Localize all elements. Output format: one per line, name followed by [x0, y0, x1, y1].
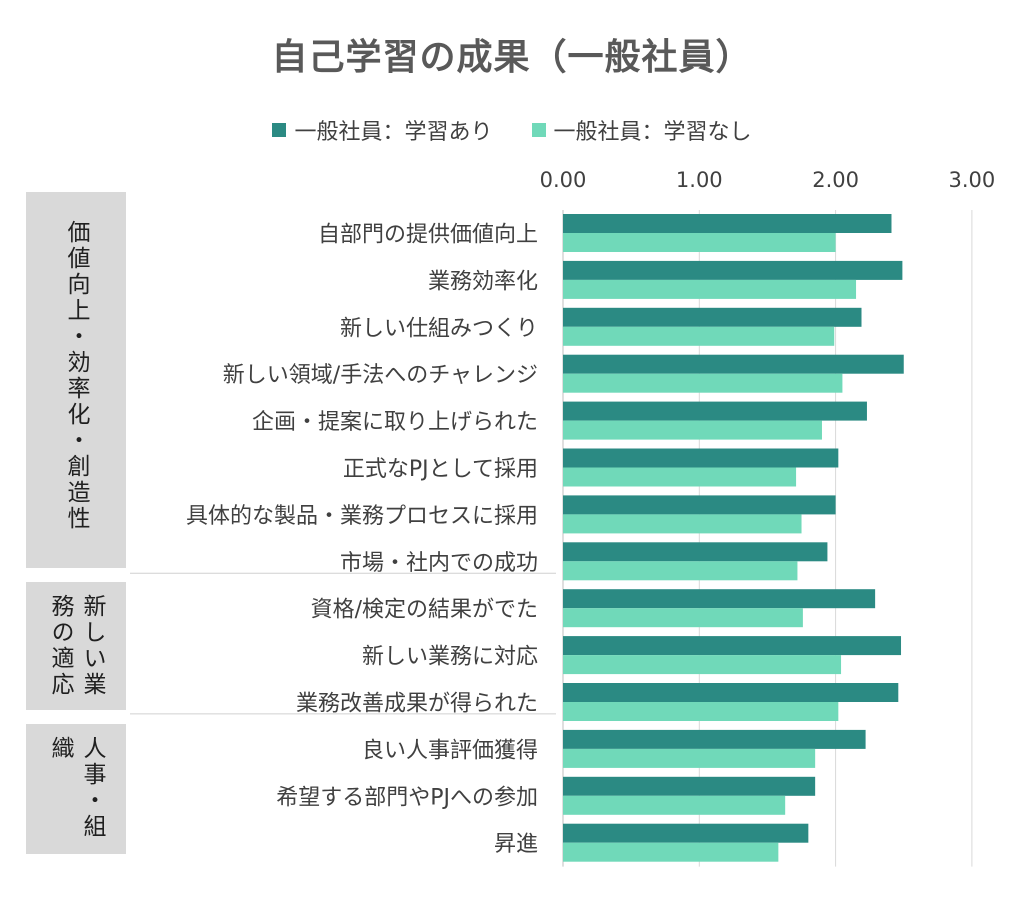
legend-item-with-study: 一般社員：学習あり [272, 114, 493, 146]
bar-with-study [563, 683, 899, 702]
legend-label-without-study: 一般社員：学習なし [553, 120, 752, 145]
group-box: 価値向上・効率化・創造性 [26, 192, 126, 568]
category-label: 昇進 [494, 832, 538, 857]
category-label: 新しい仕組みつくり [340, 316, 538, 341]
bar-with-study [563, 636, 902, 656]
bar-with-study [563, 214, 892, 233]
bar-without-study [563, 279, 857, 299]
bar-without-study [563, 702, 839, 721]
bar-with-study [563, 354, 904, 374]
bar-without-study [563, 373, 843, 393]
bar-without-study [563, 561, 798, 581]
bar-without-study [563, 842, 779, 862]
bar-with-study [563, 401, 867, 421]
bar-without-study [563, 748, 816, 768]
legend-label-with-study: 一般社員：学習あり [294, 120, 493, 145]
category-label: 市場・社内での成功 [340, 551, 538, 576]
category-label: 希望する部門やPJへの参加 [276, 785, 538, 810]
bar-without-study [563, 420, 822, 440]
bar-without-study [563, 514, 802, 534]
category-label: 具体的な製品・業務プロセスに採用 [186, 504, 538, 529]
category-label: 資格/検定の結果がでた [311, 598, 538, 623]
chart-title: 自己学習の成果（一般社員） [271, 37, 753, 78]
category-label: 新しい業務に対応 [362, 645, 538, 670]
bar-with-study [563, 448, 839, 468]
group-label: 織 [47, 736, 73, 762]
x-tick-label: 3.00 [949, 168, 996, 192]
bar-with-study [563, 589, 876, 609]
category-label: 新しい領域/手法へのチャレンジ [223, 363, 538, 388]
group-label: 務の適応 [47, 594, 73, 698]
legend-swatch-without-study [531, 123, 546, 137]
group-label: 人事・組 [79, 736, 105, 840]
group-label: 価値向上・効率化・創造性 [63, 220, 89, 532]
group-box: 新しい業 務の適応 [26, 582, 126, 710]
bar-with-study [563, 495, 836, 515]
legend-swatch-with-study [272, 123, 287, 137]
category-label: 業務改善成果が得られた [296, 691, 538, 716]
category-label: 企画・提案に取り上げられた [252, 410, 538, 435]
category-label: 正式なPJとして採用 [343, 457, 538, 482]
bar-without-study [563, 608, 803, 628]
bar-with-study [563, 542, 828, 562]
bar-without-study [563, 467, 797, 487]
bar-with-study [563, 260, 903, 280]
bar-without-study [563, 233, 836, 252]
category-label: 業務効率化 [428, 269, 538, 294]
x-tick-label: 2.00 [812, 168, 859, 192]
bar-with-study [563, 729, 866, 749]
bar-with-study [563, 307, 862, 327]
bar-without-study [563, 795, 786, 815]
group-label: 新しい業 [79, 594, 105, 698]
legend: 一般社員：学習あり 一般社員：学習なし [0, 114, 1024, 146]
group-box: 人事・組織 [26, 724, 126, 854]
bar-with-study [563, 776, 816, 796]
category-label: 自部門の提供価値向上 [318, 222, 538, 247]
bar-without-study [563, 655, 842, 675]
bar-without-study [563, 326, 835, 346]
legend-item-without-study: 一般社員：学習なし [531, 114, 752, 146]
category-label: 良い人事評価獲得 [362, 738, 538, 763]
bar-with-study [563, 823, 809, 843]
x-tick-label: 0.00 [540, 168, 587, 192]
x-tick-label: 1.00 [676, 168, 723, 192]
